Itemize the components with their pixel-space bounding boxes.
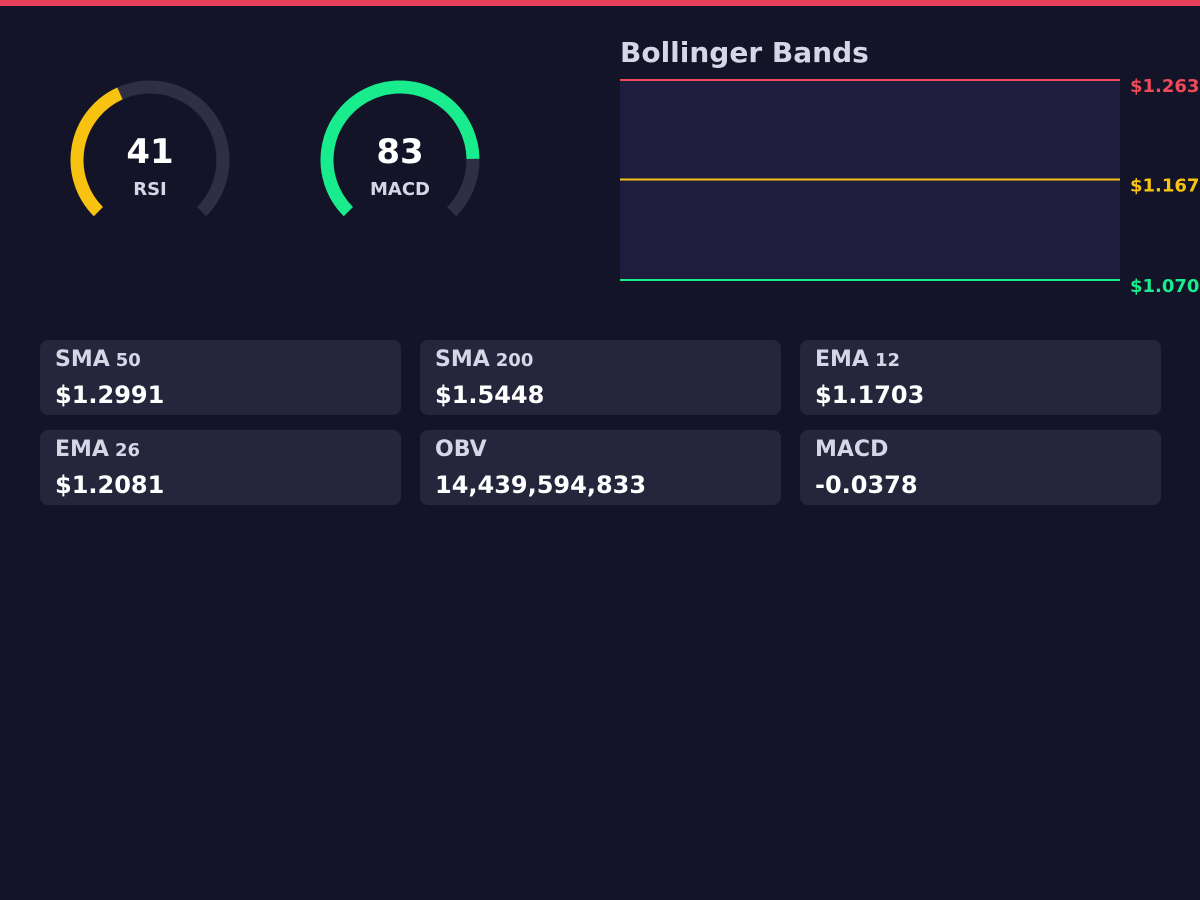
card-value: -0.0378 [815, 471, 918, 499]
band-label: $1.263 [1130, 76, 1199, 97]
card-label-period: 26 [115, 440, 140, 461]
band-label: $1.167 [1130, 175, 1199, 196]
card-value: 14,439,594,833 [435, 471, 646, 499]
card-label-period: 50 [116, 350, 141, 371]
gauge-arc [320, 80, 480, 217]
card-label-name: OBV [435, 437, 487, 462]
gauge-arc [70, 87, 123, 217]
card-value: $1.1703 [815, 381, 924, 409]
card-label-name: SMA [55, 347, 110, 372]
card-label-name: EMA [815, 347, 869, 372]
indicator-card [420, 430, 781, 505]
card-label-period: 200 [496, 350, 534, 371]
card-label: OBV [435, 437, 487, 462]
indicator-card [800, 340, 1161, 415]
gauge-value: 83 [376, 132, 423, 172]
gauge-label: MACD [370, 179, 430, 200]
indicator-card [40, 340, 401, 415]
band-label: $1.070 [1130, 276, 1199, 297]
card-label: EMA 26 [55, 437, 140, 462]
top-bar [0, 0, 1200, 6]
panel-title: Bollinger Bands [620, 36, 869, 69]
card-label: MACD [815, 437, 888, 462]
card-label: SMA 200 [435, 347, 533, 372]
card-label: EMA 12 [815, 347, 900, 372]
card-label-name: MACD [815, 437, 888, 462]
card-value: $1.2081 [55, 471, 164, 499]
card-label-period: 12 [875, 350, 900, 371]
gauge-value: 41 [126, 132, 173, 172]
card-value: $1.5448 [435, 381, 544, 409]
card-value: $1.2991 [55, 381, 164, 409]
indicator-card [800, 430, 1161, 505]
card-label: SMA 50 [55, 347, 141, 372]
gauge-label: RSI [133, 179, 167, 200]
indicator-card [420, 340, 781, 415]
card-label-name: SMA [435, 347, 490, 372]
card-label-name: EMA [55, 437, 109, 462]
indicator-card [40, 430, 401, 505]
